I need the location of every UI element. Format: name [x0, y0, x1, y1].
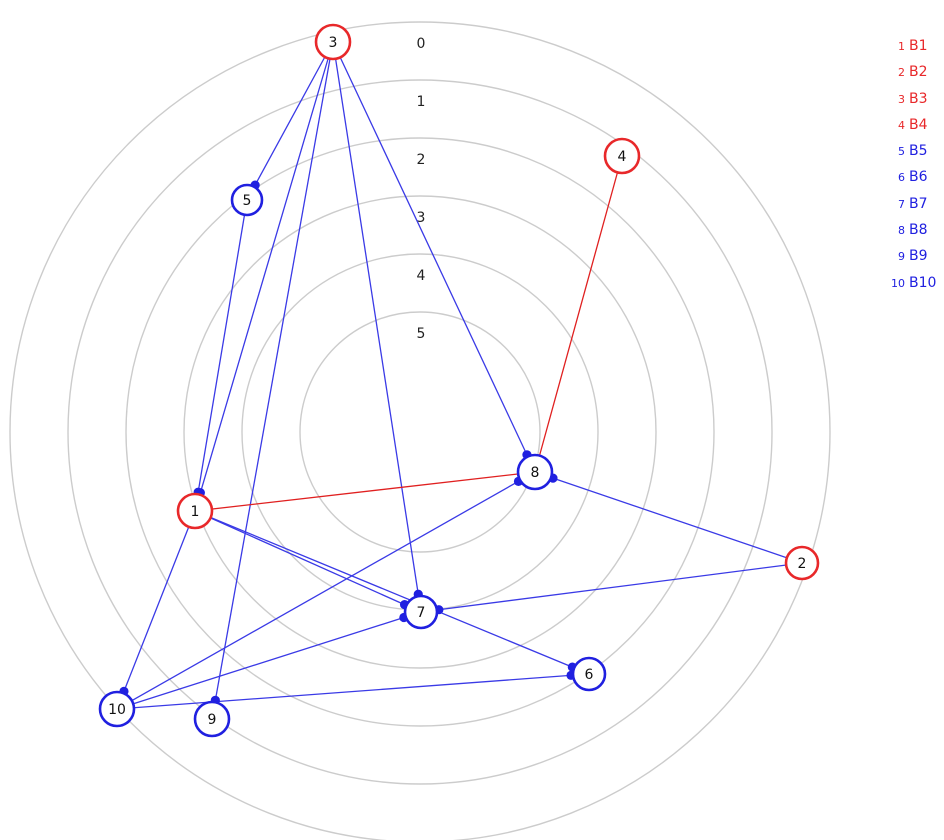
edge-line: [116, 471, 536, 710]
node: 7: [403, 594, 439, 630]
legend-number: 2: [898, 66, 905, 80]
legend-number: 3: [898, 92, 905, 106]
ring-circle: [9, 21, 831, 840]
ring-label: 4: [417, 268, 426, 284]
edge-line: [194, 510, 590, 675]
legend-label: B6: [909, 169, 928, 186]
legend-number: 5: [898, 145, 905, 159]
ring-circle: [241, 253, 599, 611]
legend-label: B2: [909, 64, 928, 81]
legend-item: 1 B1: [884, 36, 942, 62]
node: 6: [571, 656, 607, 692]
node: 8: [516, 453, 554, 491]
node: 3: [314, 23, 352, 61]
ring-labels-layer: 0 1 2 3 4 5: [417, 36, 426, 342]
legend-label: B4: [909, 116, 928, 133]
legend-number: 10: [891, 276, 905, 290]
node-circle: [784, 545, 820, 581]
node: 10: [98, 690, 136, 728]
node-circle: [603, 137, 641, 175]
node-label: 6: [585, 667, 594, 683]
node: 9: [193, 700, 231, 738]
legend-item: 5 B5: [884, 141, 942, 167]
legend-item: 7 B7: [884, 194, 942, 220]
legend-number: 1: [898, 40, 905, 53]
legend: 1 B1 2 B2 3 B3 4 B4 5 B5 6 B6 7 B7 8 B8 9 B9 10 B1…: [884, 36, 942, 299]
legend-item: 9 B9: [884, 246, 942, 272]
ring-circle: [183, 195, 657, 669]
edges-layer: [116, 41, 803, 720]
ring-label: 3: [417, 210, 426, 226]
edge-line: [194, 41, 334, 512]
edge-line: [534, 155, 623, 473]
legend-item: 4 B4: [884, 115, 942, 141]
ring-circle: [299, 311, 541, 553]
legend-item: 10 B10: [884, 273, 942, 299]
edge-line: [211, 41, 334, 720]
legend-label: B10: [909, 274, 937, 291]
node-circle: [230, 183, 264, 217]
legend-number: 6: [898, 171, 905, 185]
node: 4: [603, 137, 641, 175]
legend-label: B3: [909, 90, 928, 107]
legend-label: B1: [909, 38, 928, 54]
edge-line: [420, 562, 803, 613]
edge-line: [534, 471, 803, 564]
node: 1: [176, 492, 214, 530]
legend-label: B9: [909, 248, 928, 265]
rings-layer: [9, 21, 831, 840]
ring-circle: [125, 137, 715, 727]
node-label: 7: [417, 605, 426, 621]
ring-circle: [67, 79, 773, 785]
node-circle: [193, 700, 231, 738]
node-label: 4: [618, 149, 627, 165]
legend-label: B8: [909, 222, 928, 239]
legend-item: 6 B6: [884, 167, 942, 193]
edge-line: [194, 199, 248, 512]
legend-item: 2 B2: [884, 62, 942, 88]
ring-label: 1: [417, 94, 426, 110]
ring-label: 2: [417, 152, 426, 168]
node-circle: [516, 453, 554, 491]
edge-line: [332, 41, 422, 613]
node: 2: [784, 545, 820, 581]
edge-line: [332, 41, 536, 473]
node-label: 1: [191, 504, 200, 520]
node-label: 10: [108, 702, 126, 718]
legend-item: 3 B3: [884, 89, 942, 115]
node-circle: [314, 23, 352, 61]
edge-line: [246, 41, 334, 201]
legend-item: 8 B8: [884, 220, 942, 246]
node-label: 2: [798, 556, 807, 572]
arrow-dots-layer: [119, 180, 577, 705]
edge-line: [116, 673, 590, 710]
ring-label: 5: [417, 326, 426, 342]
node-label: 3: [329, 35, 338, 51]
legend-number: 4: [898, 118, 905, 132]
legend-number: 8: [898, 224, 905, 238]
edge-line: [194, 510, 422, 613]
edge-line: [116, 611, 422, 710]
node: 5: [230, 183, 264, 217]
node-circle: [176, 492, 214, 530]
legend-number: 7: [898, 197, 905, 211]
node-circle: [98, 690, 136, 728]
legend-number: 9: [898, 250, 905, 264]
node-circle: [403, 594, 439, 630]
node-circle: [571, 656, 607, 692]
node-label: 5: [243, 193, 252, 209]
node-label: 9: [208, 712, 217, 728]
edge-line: [116, 510, 196, 710]
edge-line: [194, 471, 536, 512]
node-label: 8: [531, 465, 540, 481]
legend-label: B7: [909, 195, 928, 212]
legend-label: B5: [909, 143, 928, 160]
ring-label: 0: [417, 36, 426, 52]
